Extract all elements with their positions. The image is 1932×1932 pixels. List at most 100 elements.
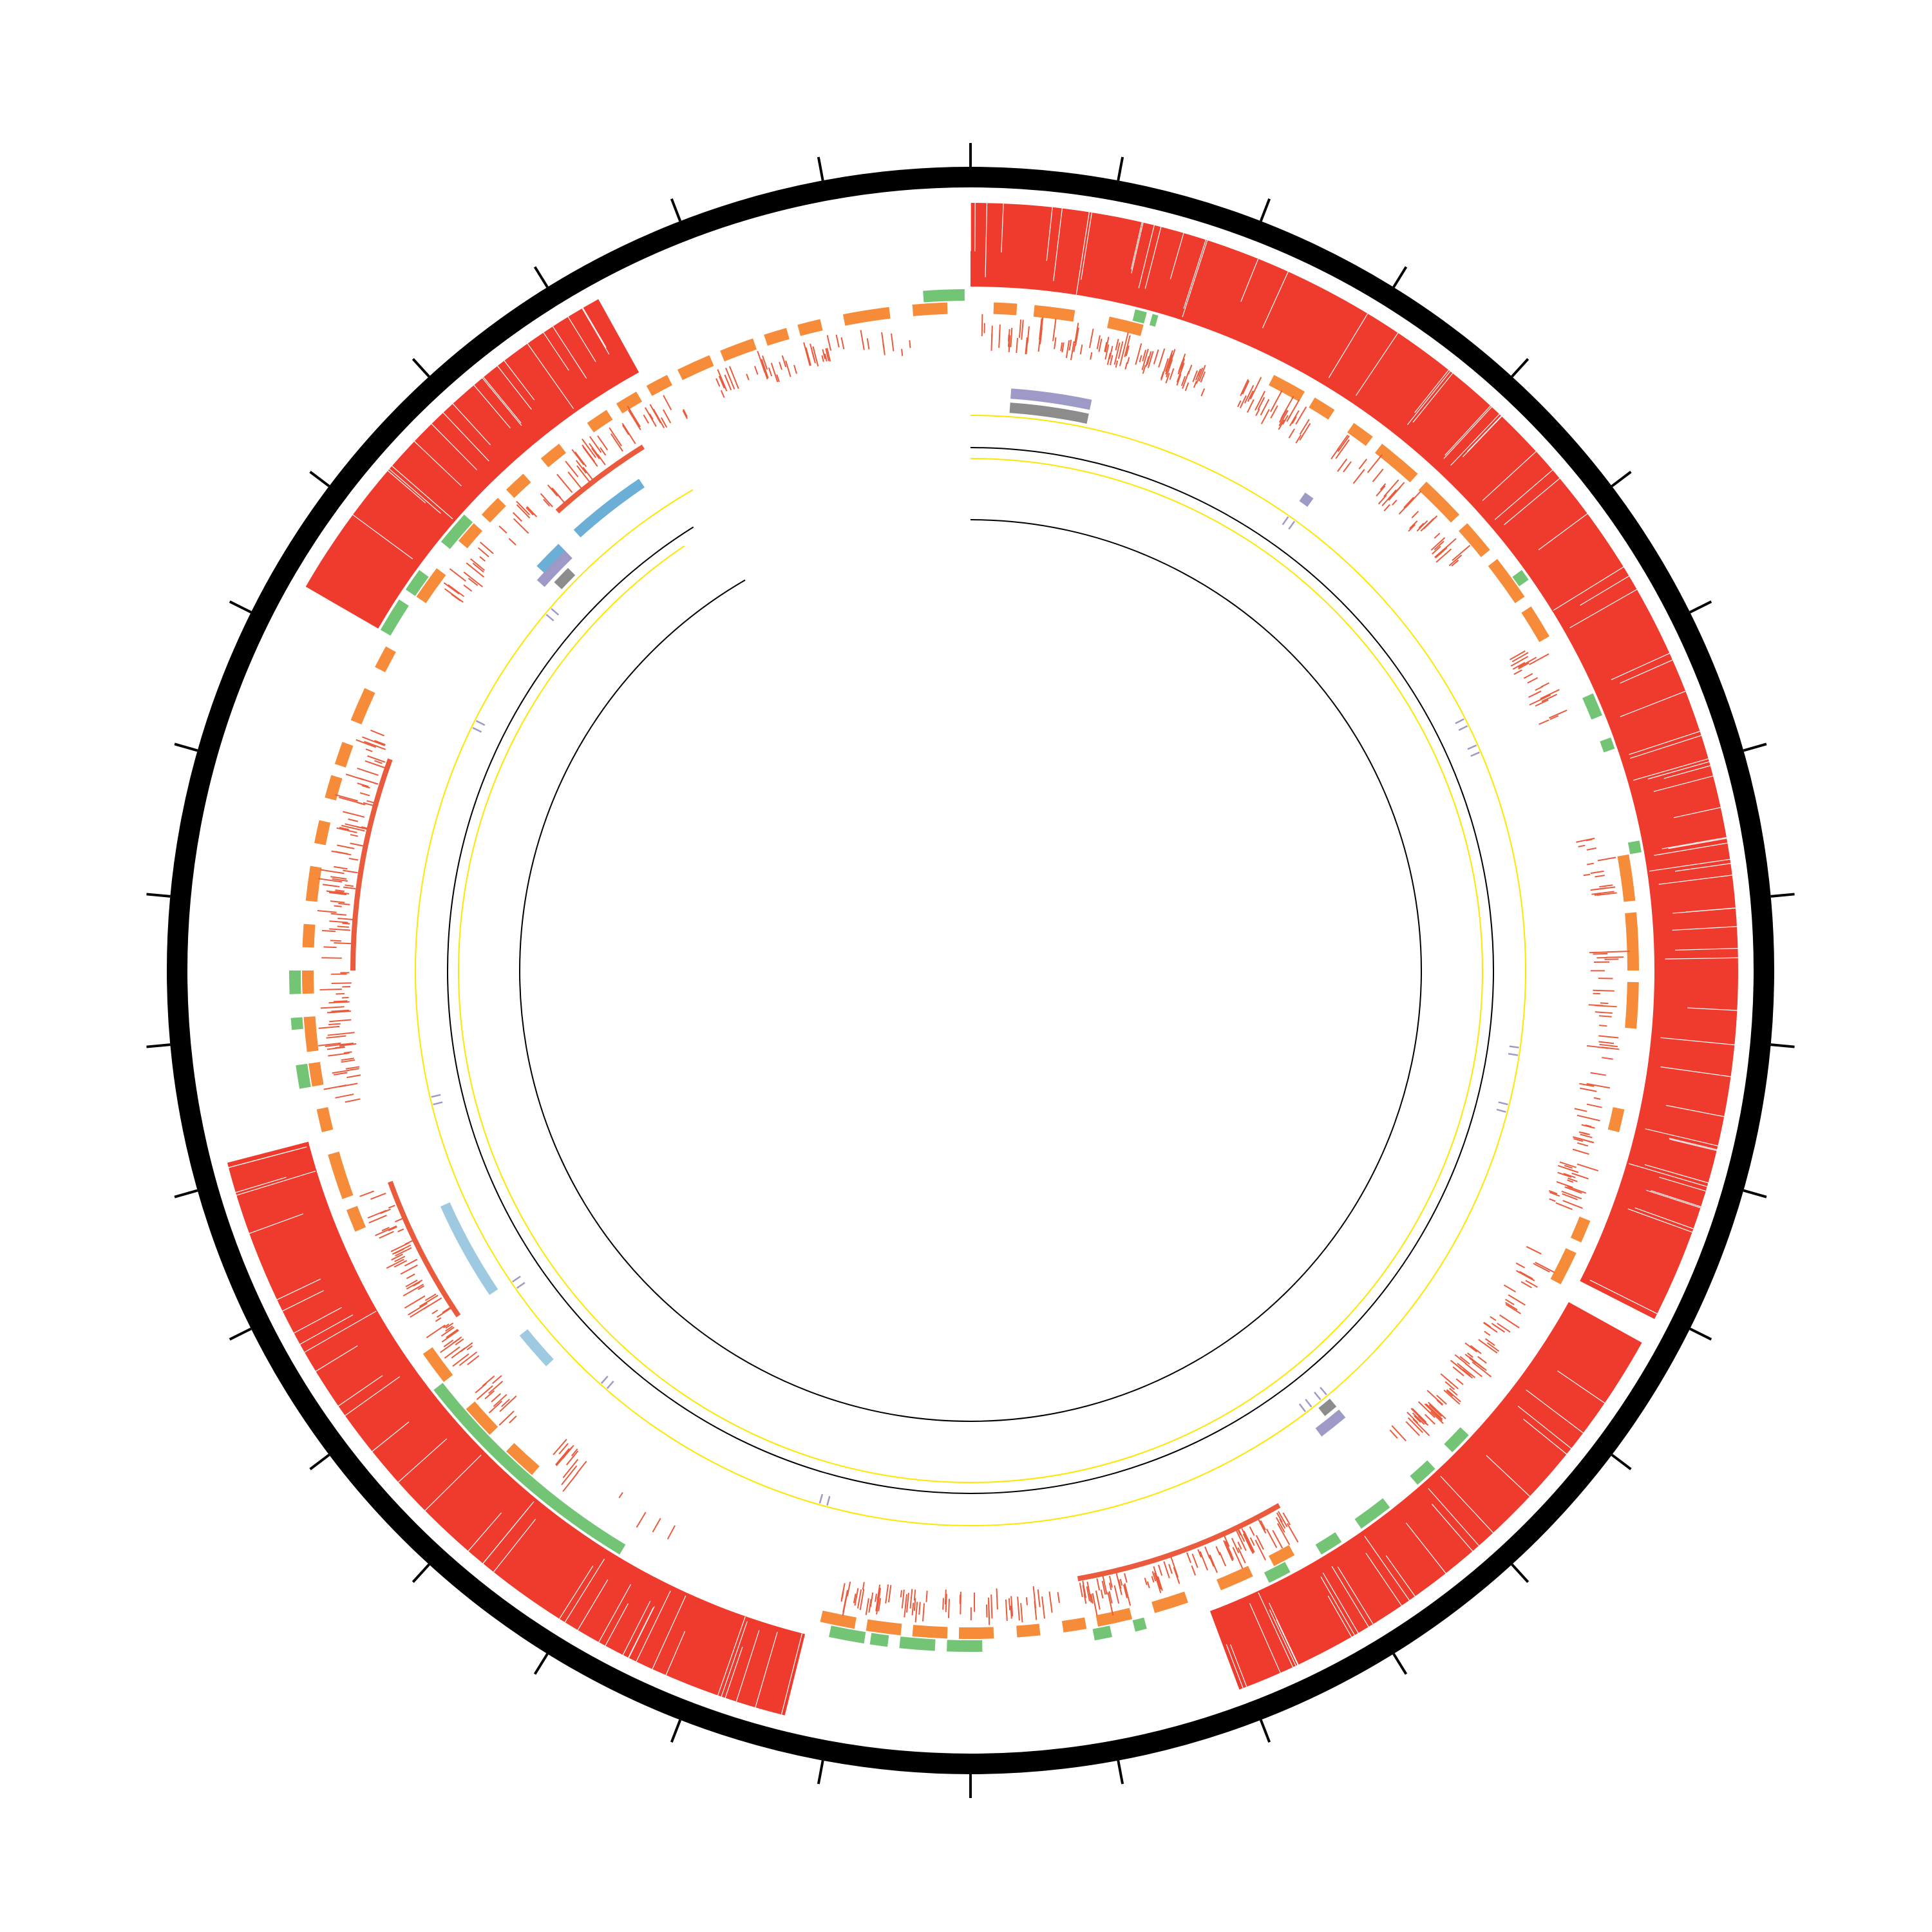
red-tick-mark (1266, 1528, 1278, 1548)
ideogram-tick (670, 198, 682, 222)
red-tick-mark (1459, 1356, 1470, 1365)
red-tick-mark (868, 1598, 872, 1613)
red-tick-mark (350, 833, 359, 837)
red-tick-mark (334, 866, 348, 870)
marker-dash (472, 726, 482, 733)
red-tick-mark (1208, 1555, 1215, 1567)
identity-gap-line (781, 1633, 802, 1715)
red-tick-mark (1587, 862, 1595, 866)
red-tick-mark (1008, 335, 1011, 350)
red-tick-mark (1486, 1342, 1500, 1352)
red-tick-mark (1343, 461, 1352, 473)
red-tick-mark (318, 1025, 340, 1029)
red-tick-mark (395, 1218, 403, 1223)
red-tick-mark (1005, 1599, 1008, 1622)
orange-feature (842, 307, 891, 326)
marker-dash (1320, 1387, 1327, 1396)
red-tick-mark (344, 1042, 354, 1045)
identity-gap-line (755, 1632, 778, 1708)
identity-gap-line (598, 1584, 632, 1643)
red-tick-mark (812, 346, 819, 367)
red-tick-mark (1165, 372, 1170, 384)
red-tick-mark (435, 1317, 442, 1322)
red-tick-mark (343, 811, 365, 818)
red-tick-mark (914, 1602, 918, 1623)
red-tick-mark (1142, 365, 1146, 374)
red-tick-mark (1497, 1323, 1511, 1333)
red-tick-mark (1018, 319, 1022, 338)
red-tick-mark (1508, 1294, 1526, 1306)
red-tick-mark (476, 1385, 493, 1401)
red-tick-mark (1184, 382, 1189, 392)
red-tick-mark (1448, 554, 1463, 567)
purple-feature (1010, 388, 1092, 410)
red-tick-mark (1008, 1598, 1011, 1611)
red-tick-mark (370, 1193, 386, 1200)
orange-feature (422, 1347, 453, 1383)
orange-feature-track (302, 302, 1639, 1639)
red-tick-mark (1567, 1179, 1574, 1183)
red-tick-mark (436, 1307, 452, 1318)
red-tick-mark (811, 350, 816, 364)
red-tick-mark (1289, 410, 1300, 426)
red-tick-mark (1073, 343, 1076, 352)
red-tick-mark (662, 409, 672, 424)
red-tick-mark (327, 1046, 345, 1050)
red-tick-mark (1278, 410, 1289, 426)
orange-feature (797, 319, 823, 336)
red-tick-mark (366, 800, 374, 804)
identity-gap-line (543, 332, 569, 371)
identity-gap-line (1665, 957, 1738, 960)
red-tick-mark (909, 340, 911, 348)
identity-gap-line (1001, 204, 1004, 253)
red-tick-mark (498, 1410, 515, 1426)
red-tick-mark (720, 390, 725, 398)
red-tick-mark (779, 361, 782, 370)
red-tick-mark (876, 1591, 881, 1615)
red-tick-mark (1260, 1520, 1266, 1531)
red-tick-mark (644, 407, 657, 427)
red-tick-mark (1484, 1331, 1491, 1336)
red-tick-mark (1590, 870, 1604, 874)
red-tick-mark (388, 1204, 395, 1209)
ideogram-tick (174, 743, 198, 752)
red-tick-mark (1559, 1161, 1577, 1168)
red-tick-mark (1119, 1578, 1123, 1586)
red-tick-mark (466, 562, 484, 578)
identity-gap-line (387, 470, 426, 504)
identity-gap-line (985, 203, 988, 278)
red-tick-mark (1567, 1177, 1578, 1182)
ideogram-tick (229, 1327, 252, 1341)
red-tick-mark (1237, 400, 1242, 408)
red-tick-mark (493, 1394, 507, 1407)
identity-gap-line (1662, 837, 1727, 849)
red-tick-mark (1435, 548, 1452, 563)
red-tick-mark (391, 1253, 403, 1261)
identity-gap-line (1660, 1037, 1735, 1046)
red-tick-mark (1068, 339, 1072, 351)
red-tick-mark (359, 1190, 375, 1197)
orange-feature (458, 523, 482, 549)
red-tick-mark (1153, 1572, 1162, 1593)
orange-feature (866, 1619, 902, 1636)
red-tick-mark (825, 348, 829, 361)
red-tick-mark (380, 1208, 391, 1215)
ideogram-tick (817, 1760, 824, 1785)
red-tick-mark (516, 504, 531, 519)
red-tick-mark (526, 507, 534, 516)
red-tick-mark (1412, 1412, 1425, 1425)
red-tick-mark (460, 1342, 473, 1352)
red-tick-mark (1191, 1553, 1198, 1568)
red-tick-mark (1529, 694, 1551, 706)
red-tick-mark (627, 405, 641, 428)
red-tick-mark (1115, 339, 1119, 351)
marker-dash (1455, 718, 1464, 724)
red-tick-mark (1157, 1576, 1163, 1591)
red-tick-mark (857, 1589, 862, 1609)
red-tick-mark (1582, 1132, 1591, 1135)
red-tick-mark (1578, 844, 1586, 848)
red-tick-mark (1180, 375, 1186, 386)
red-tick-mark (1513, 669, 1522, 676)
red-tick-mark (649, 413, 654, 420)
orange-feature (334, 741, 354, 768)
